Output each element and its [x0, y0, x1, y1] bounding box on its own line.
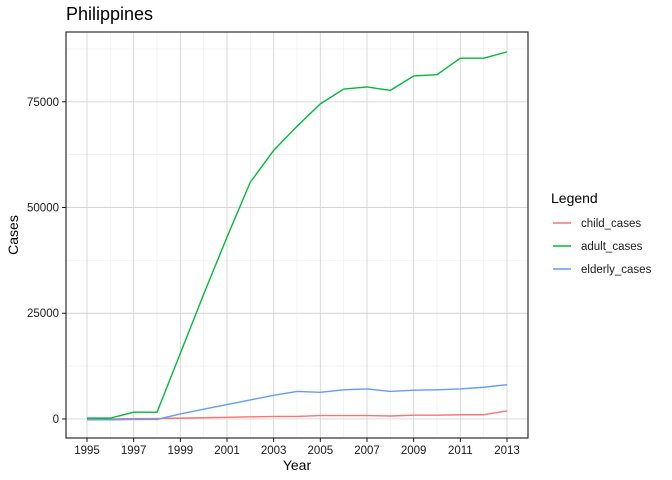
y-axis: 0 25000 50000 75000 [27, 97, 66, 426]
series-lines [87, 51, 508, 421]
y-tick-label: 75000 [27, 97, 59, 109]
x-tick-label: 2005 [308, 445, 334, 457]
y-tick-label: 0 [53, 414, 59, 426]
chart-title: Philippines [66, 4, 153, 24]
y-tick-label: 50000 [27, 203, 59, 215]
x-axis: 1995 1997 1999 2001 2003 2005 2007 2009 2011 2013 [74, 438, 520, 457]
series-line-elderly-cases [87, 384, 508, 421]
x-tick-label: 1997 [121, 445, 147, 457]
x-tick-label: 2003 [261, 445, 287, 457]
legend-label-elderly-cases: elderly_cases [581, 264, 652, 276]
x-tick-label: 2001 [214, 445, 240, 457]
legend-label-child-cases: child_cases [581, 218, 641, 230]
x-tick-label: 2009 [401, 445, 427, 457]
x-tick-label: 1995 [74, 445, 100, 457]
x-tick-label: 1999 [168, 445, 194, 457]
series-line-child-cases [87, 410, 508, 420]
legend-label-adult-cases: adult_cases [581, 241, 643, 253]
y-axis-title: Cases [5, 215, 21, 255]
y-tick-label: 25000 [27, 308, 59, 320]
legend-title: Legend [551, 190, 598, 206]
series-line-adult-cases [87, 51, 508, 419]
x-tick-label: 2007 [354, 445, 380, 457]
legend: Legend child_cases adult_cases elderly_cas… [551, 190, 652, 276]
x-axis-title: Year [283, 457, 312, 473]
x-tick-label: 2011 [448, 445, 473, 457]
plot-panel-border [65, 31, 529, 439]
x-tick-label: 2013 [494, 445, 520, 457]
grid [66, 32, 528, 438]
